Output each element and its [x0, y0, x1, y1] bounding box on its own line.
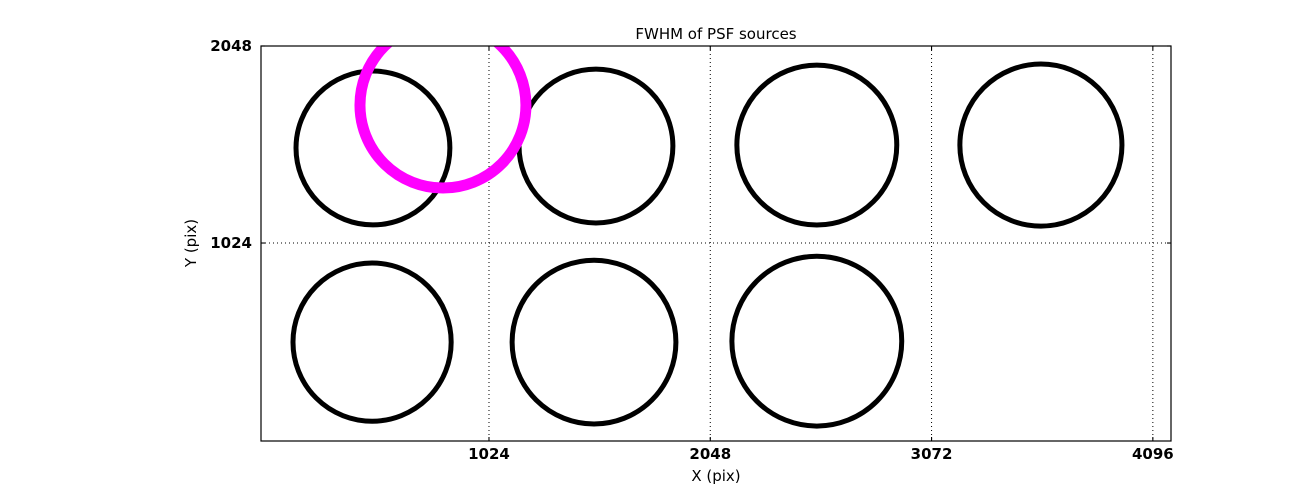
chart-title: FWHM of PSF sources: [635, 25, 796, 43]
x-tick-label: 3072: [911, 445, 953, 463]
psf-source-circle: [290, 260, 454, 424]
tick-labels: 1024 2048 3072 4096 1024 2048: [210, 37, 1173, 463]
y-axis-label: Y (pix): [182, 219, 200, 268]
psf-source-circle: [957, 61, 1125, 229]
psf-source-circle: [509, 257, 679, 427]
x-tick-label: 2048: [689, 445, 731, 463]
psf-source-circle: [734, 62, 900, 228]
x-tick-label: 4096: [1132, 445, 1174, 463]
y-tick-label: 1024: [210, 234, 252, 252]
y-tick-label: 2048: [210, 37, 252, 55]
data-marks-layer: [290, 46, 1125, 429]
x-tick-label: 1024: [468, 445, 510, 463]
tick-marks: [261, 45, 1171, 441]
plot-area-background: [261, 46, 1171, 441]
psf-source-circle: [729, 253, 905, 429]
x-axis-label: X (pix): [691, 467, 740, 485]
psf-source-circle-highlighted: [354, 46, 532, 194]
